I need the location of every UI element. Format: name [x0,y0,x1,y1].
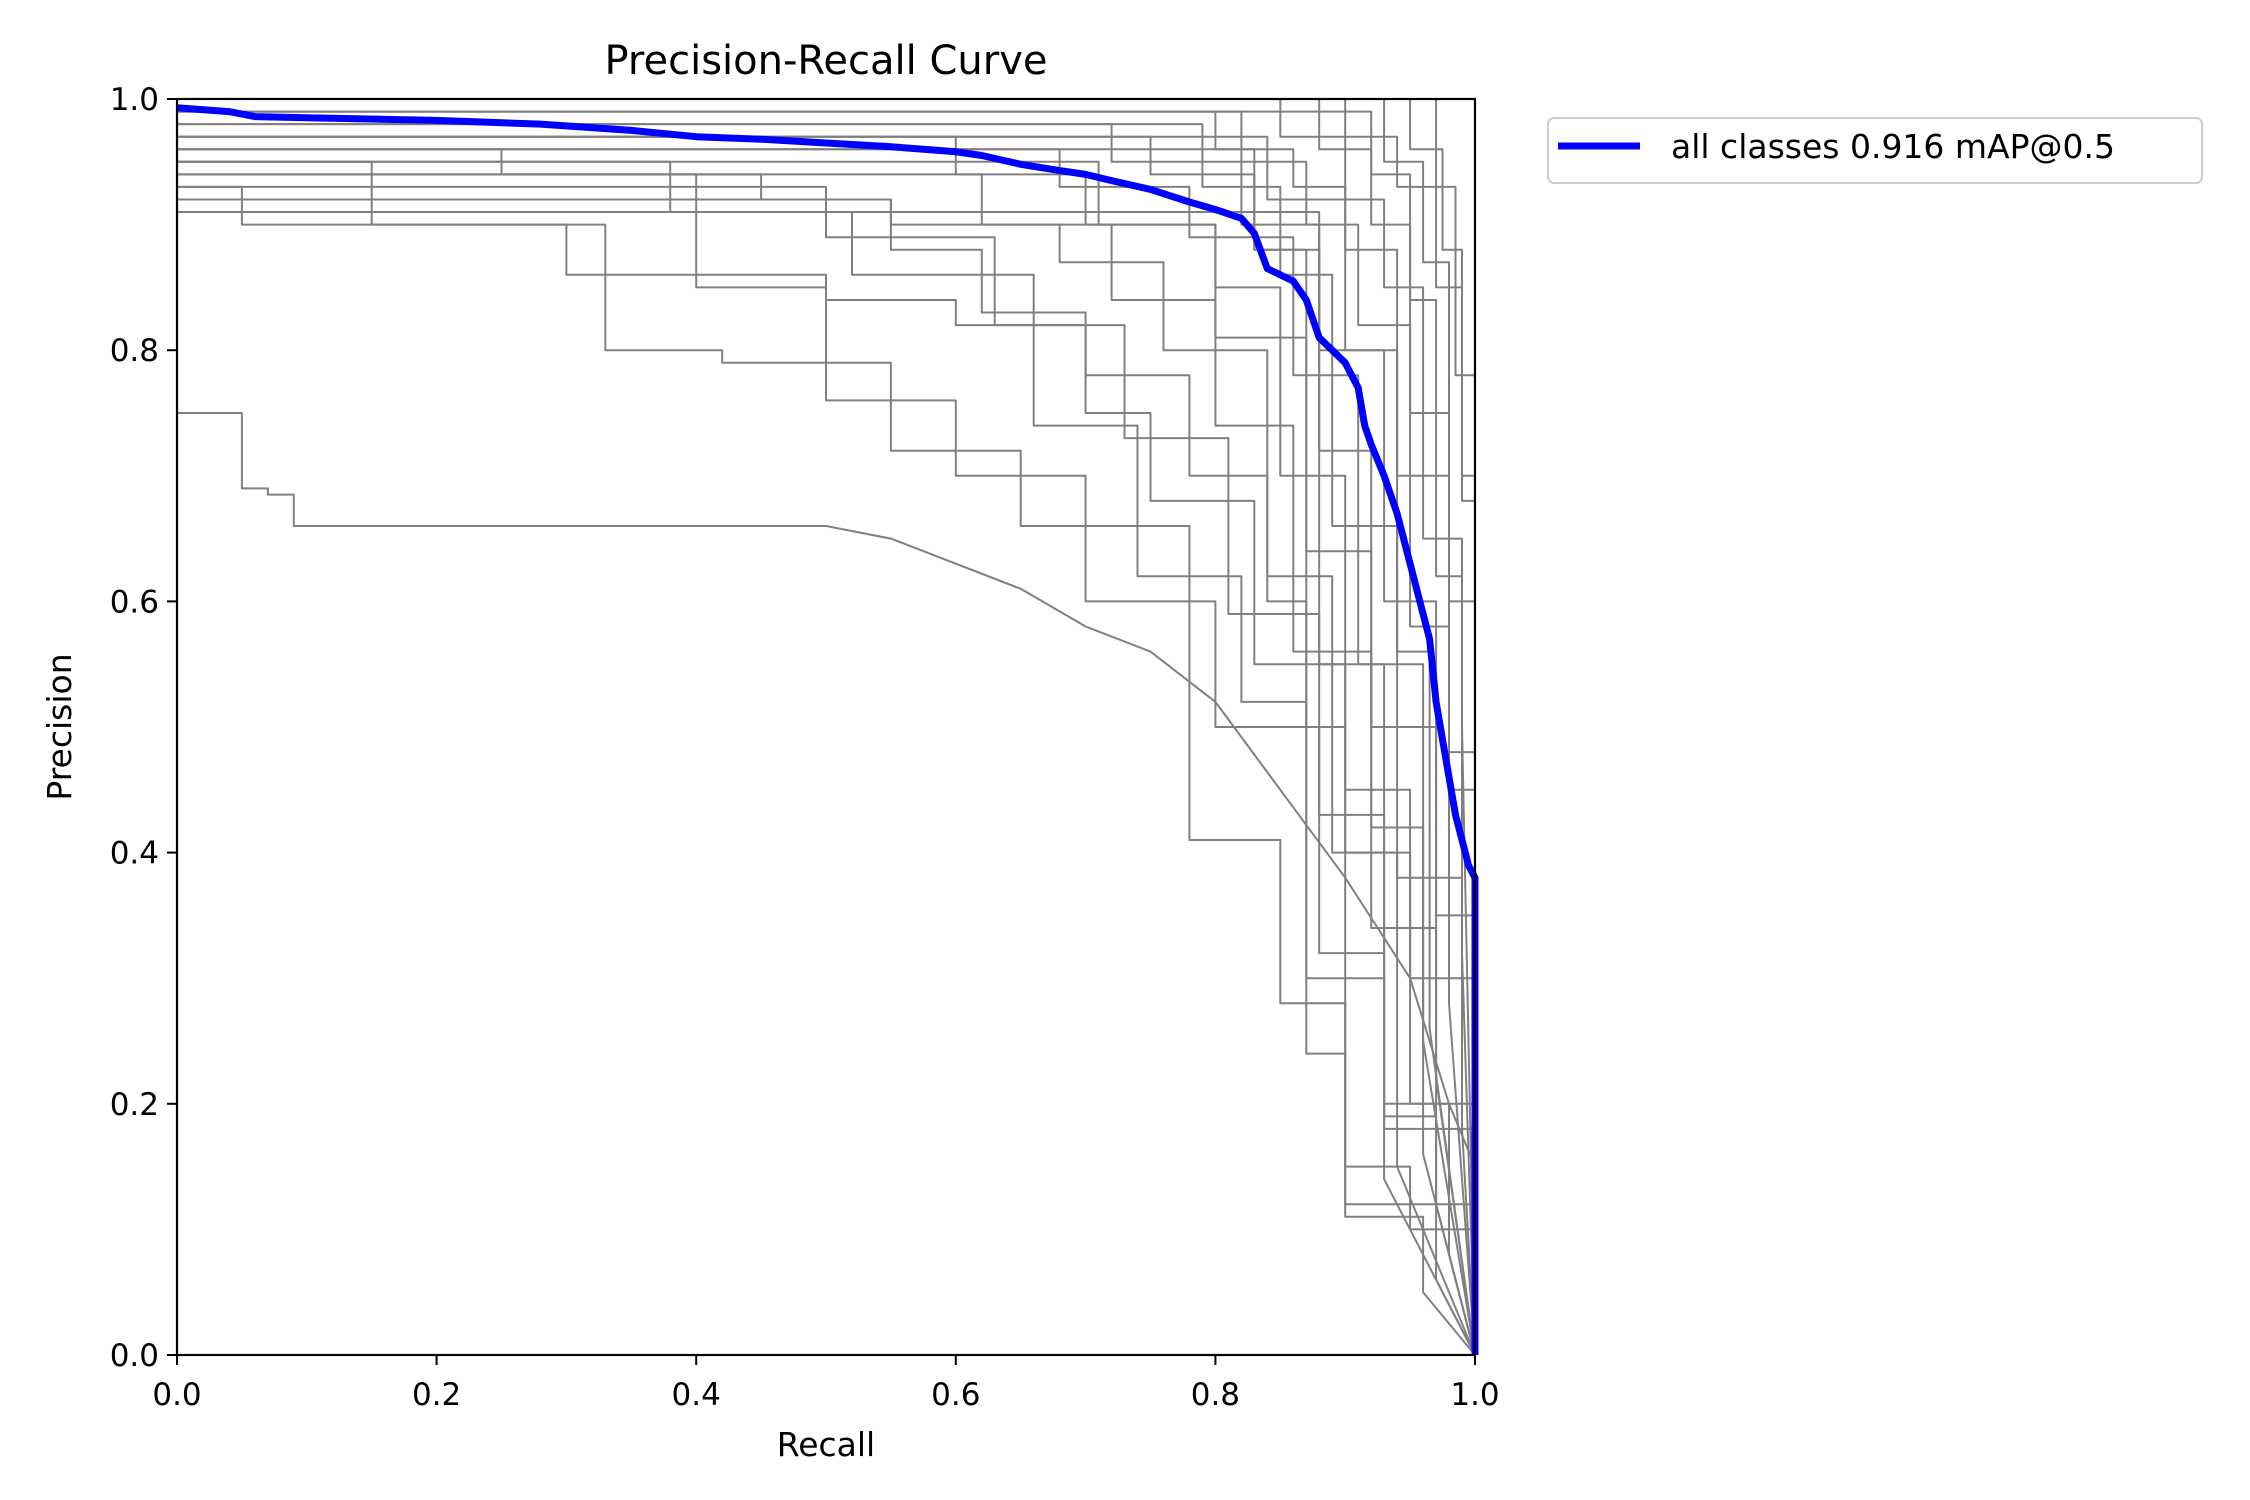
x-tick-label: 1.0 [1450,1377,1499,1413]
plot-frame [175,97,1477,1357]
y-tick-label: 0.0 [110,1338,159,1374]
series-line-class-1 [177,412,1476,1355]
series-line-class-19 [177,185,1476,1356]
x-tick-label: 0.0 [152,1377,201,1413]
x-axis-ticks: 0.0 0.2 0.4 0.6 0.8 1.0 [152,1355,1500,1413]
y-tick-label: 0.6 [110,584,159,620]
series-line-class-25 [177,211,1476,1356]
series-line-class-26 [177,148,1476,1356]
x-tick-label: 0.4 [672,1377,721,1413]
series-line-class-18 [177,173,1476,1356]
series-line-class-9 [177,98,1476,1356]
y-tick-label: 0.2 [110,1087,159,1123]
series-line-all-classes [176,104,1479,1355]
series-line-class-23 [177,135,1476,1356]
y-tick-label: 0.4 [110,836,159,872]
x-tick-label: 0.2 [412,1377,461,1413]
legend-label-all-classes: all classes 0.916 mAP@0.5 [1671,127,2115,166]
legend-box [1547,117,2203,184]
legend: all classes 0.916 mAP@0.5 [1547,117,2203,184]
y-tick-label: 1.0 [110,82,159,118]
chart-title: Precision-Recall Curve [605,38,1048,84]
x-tick-label: 0.8 [1191,1377,1240,1413]
x-tick-label: 0.6 [931,1377,980,1413]
x-axis-label: Recall [777,1425,875,1464]
series-line-class-17 [177,98,1476,1355]
series-line-class-3 [177,160,1476,1355]
y-tick-label: 0.8 [110,333,159,369]
series-line-class-6 [177,135,1476,1355]
series-layer [176,98,1479,1356]
series-line-class-21 [177,110,1476,1356]
y-axis-ticks: 0.0 0.2 0.4 0.6 0.8 1.0 [110,82,177,1374]
y-axis-label: Precision [40,653,79,800]
series-line-class-22 [177,98,1476,1355]
